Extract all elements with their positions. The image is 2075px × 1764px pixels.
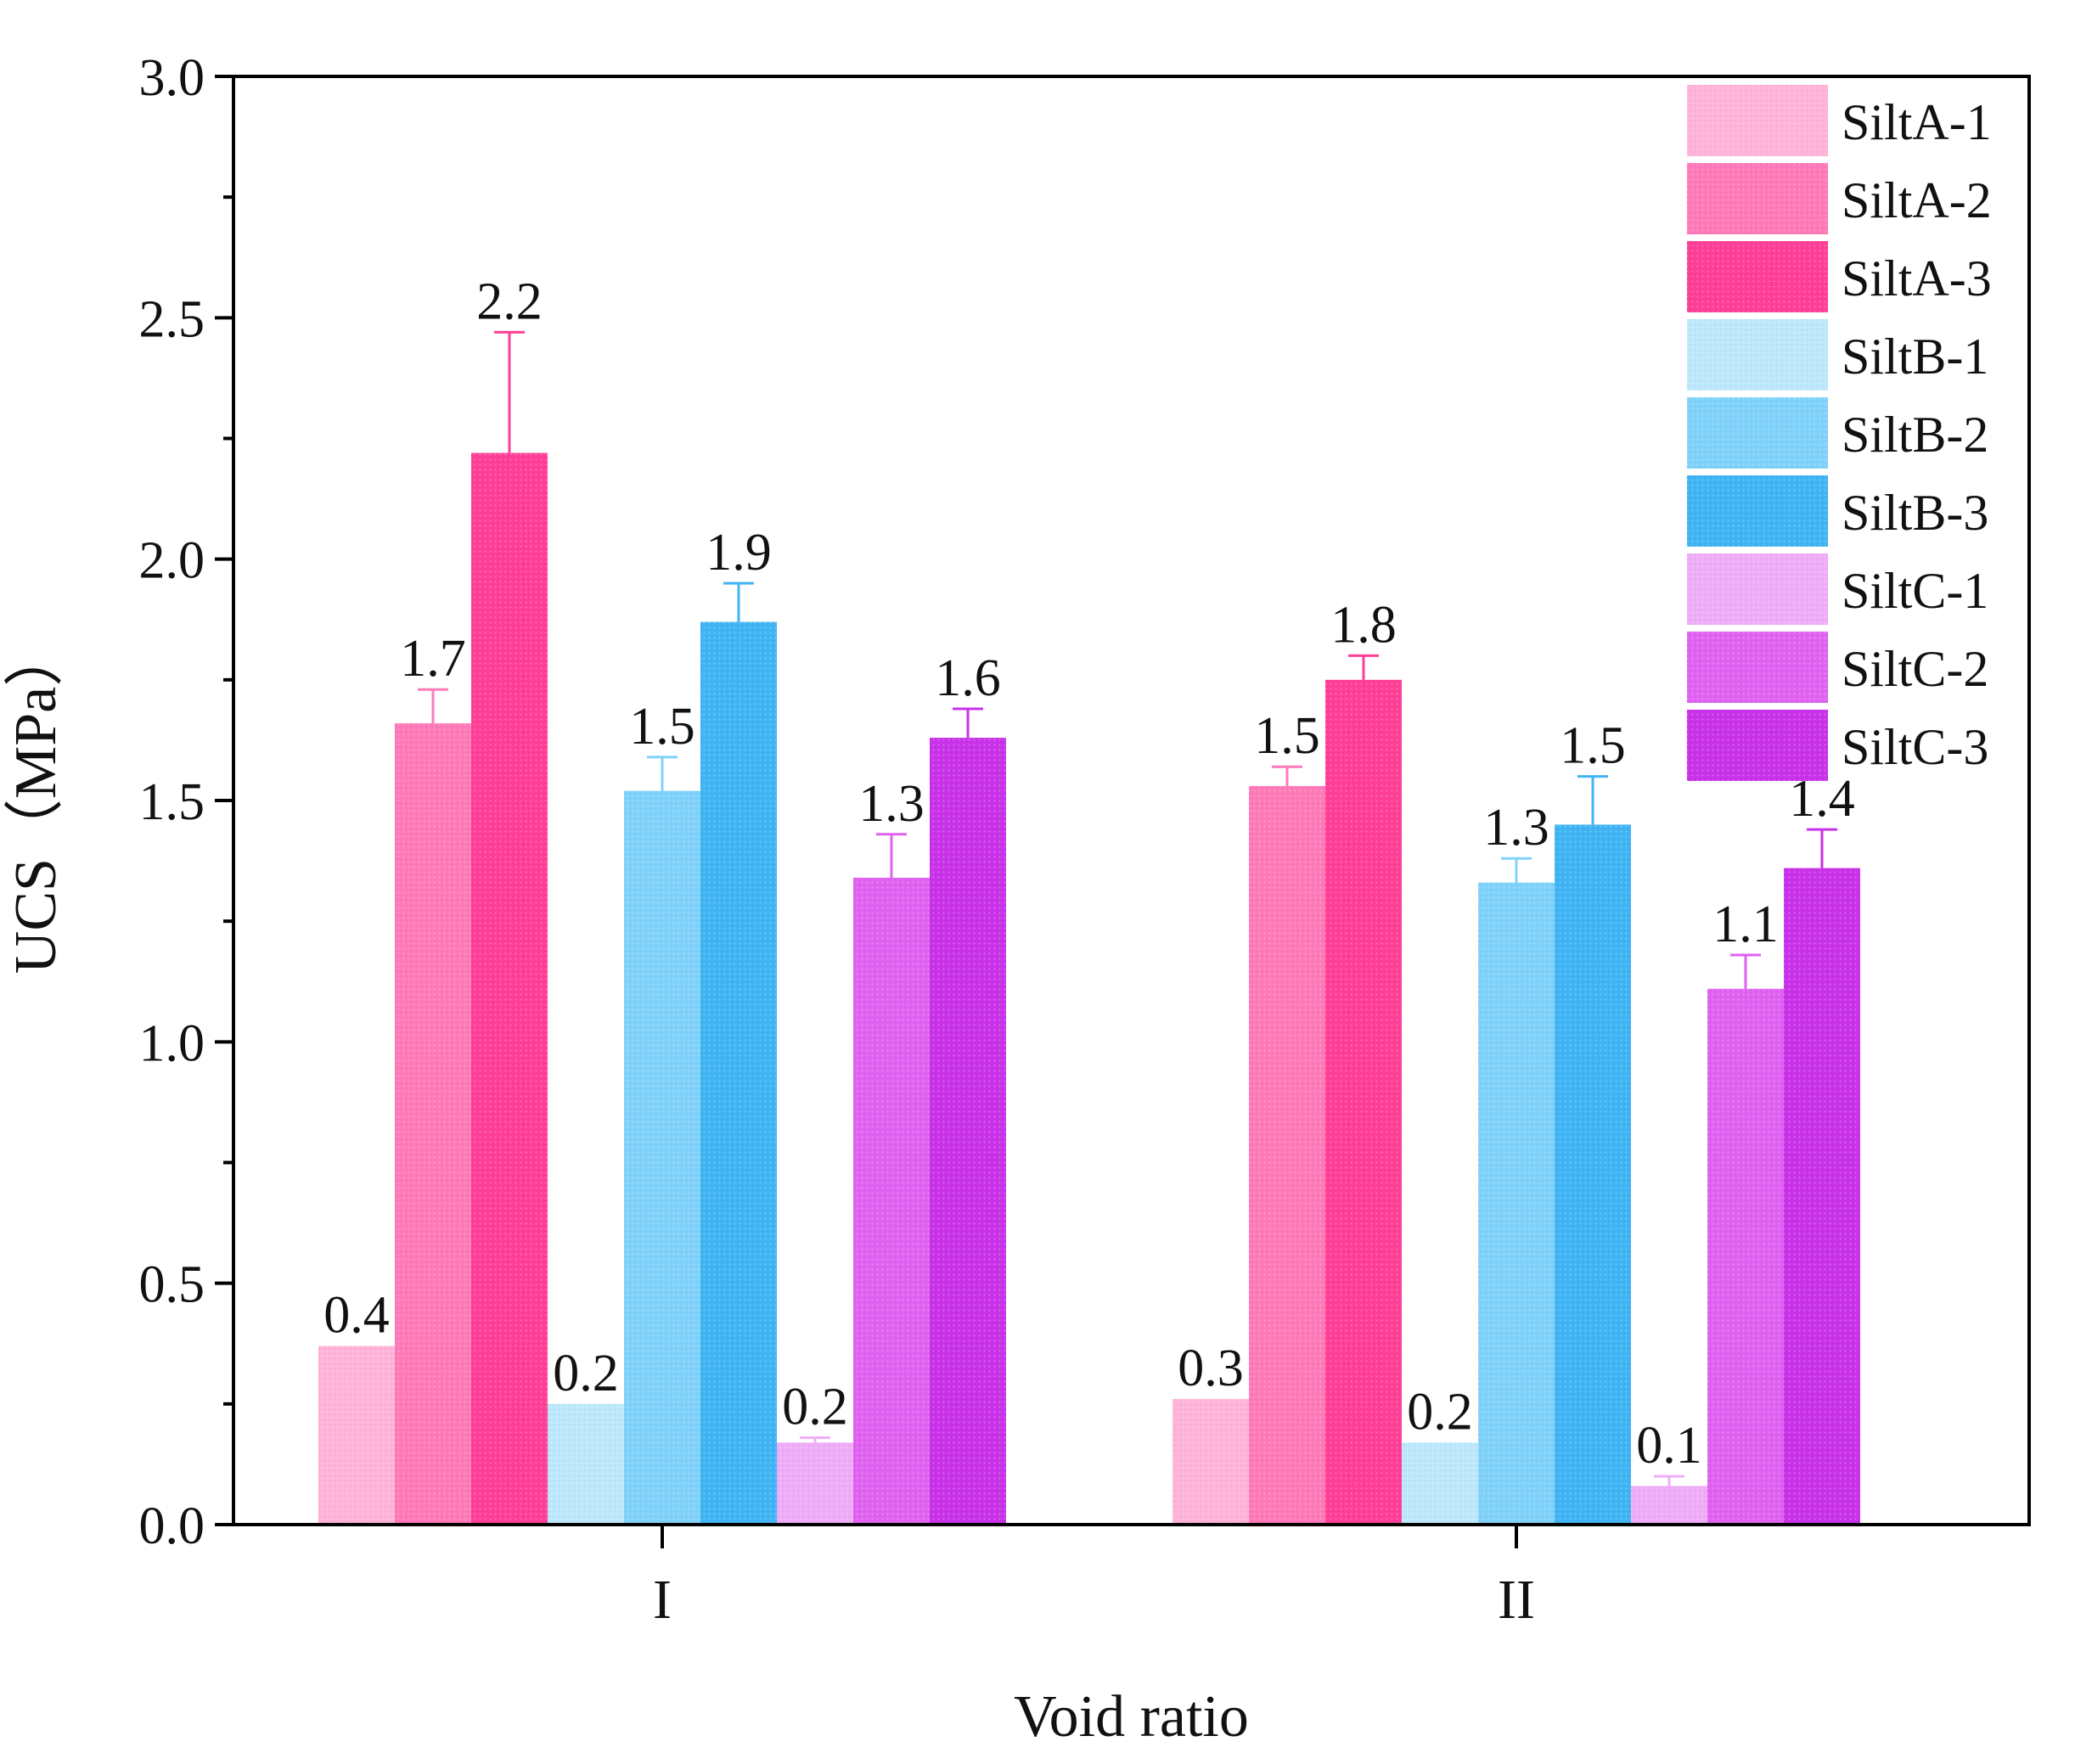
data-label: 0.2 xyxy=(553,1345,619,1402)
bar-texture xyxy=(700,621,777,1525)
x-axis-title: Void ratio xyxy=(1014,1684,1249,1750)
data-label: 1.3 xyxy=(1483,799,1549,857)
legend-swatch-texture xyxy=(1687,319,1828,390)
x-tick-label: I xyxy=(653,1569,672,1631)
bar-texture xyxy=(1325,679,1402,1525)
y-axis-title: UCS（MPa） xyxy=(3,627,69,974)
data-label: 1.6 xyxy=(935,649,1001,707)
legend-swatch-texture xyxy=(1687,85,1828,156)
data-labels: 0.41.72.20.21.51.90.21.31.60.31.51.80.21… xyxy=(323,272,1855,1475)
legend-label: SiltB-3 xyxy=(1842,485,1988,541)
bar-texture xyxy=(1707,988,1784,1525)
data-label: 2.2 xyxy=(476,272,543,330)
legend-swatch-texture xyxy=(1687,710,1828,781)
bar-texture xyxy=(471,452,548,1525)
legend-label: SiltC-3 xyxy=(1842,719,1988,775)
data-label: 0.4 xyxy=(323,1287,390,1345)
bar-texture xyxy=(624,790,700,1525)
y-tick-label: 1.5 xyxy=(139,773,205,831)
data-label: 0.3 xyxy=(1178,1340,1244,1397)
bar-texture xyxy=(548,1403,624,1525)
data-label: 0.2 xyxy=(782,1379,848,1436)
y-tick-label: 3.0 xyxy=(139,49,205,107)
legend-swatch-texture xyxy=(1687,397,1828,469)
x-tick-label: II xyxy=(1498,1569,1535,1631)
bar-texture xyxy=(1249,785,1325,1525)
bar-texture xyxy=(853,877,930,1525)
legend-swatch-texture xyxy=(1687,475,1828,547)
y-tick-label: 0.5 xyxy=(139,1256,205,1314)
data-label: 1.5 xyxy=(1560,717,1626,775)
y-tick-label: 0.0 xyxy=(139,1497,205,1555)
y-tick-label: 1.0 xyxy=(139,1014,205,1072)
y-tick-label: 2.5 xyxy=(139,290,205,348)
bar-texture xyxy=(318,1345,395,1525)
bar-texture xyxy=(395,723,471,1525)
axes: 0.00.51.01.52.02.53.0I II xyxy=(139,49,2031,1631)
bar-texture xyxy=(1402,1442,1478,1525)
data-label: 0.1 xyxy=(1636,1417,1702,1475)
data-label: 1.8 xyxy=(1330,596,1397,654)
data-label: 1.9 xyxy=(706,524,772,581)
legend-label: SiltA-2 xyxy=(1842,172,1992,228)
legend-swatch-texture xyxy=(1687,553,1828,625)
legend-label: SiltB-1 xyxy=(1842,329,1988,385)
bar-texture xyxy=(1478,882,1555,1525)
data-label: 1.5 xyxy=(1254,707,1320,765)
data-label: 1.7 xyxy=(400,630,466,688)
legend-swatch-texture xyxy=(1687,241,1828,312)
legend-swatch-texture xyxy=(1687,163,1828,234)
data-label: 1.5 xyxy=(629,698,695,756)
legend-swatch-texture xyxy=(1687,632,1828,703)
bars xyxy=(318,330,1860,1525)
bar-texture xyxy=(1555,824,1631,1525)
data-label: 0.2 xyxy=(1407,1383,1473,1441)
legend-label: SiltC-2 xyxy=(1842,641,1988,697)
bar-texture xyxy=(1784,868,1860,1525)
y-tick-label: 2.0 xyxy=(139,532,205,590)
legend: SiltA-1 SiltA-2 SiltA-3 SiltB-1 SiltB-2 SiltB… xyxy=(1687,85,1992,781)
legend-label: SiltA-1 xyxy=(1842,94,1992,150)
legend-label: SiltC-1 xyxy=(1842,563,1988,619)
bar-texture xyxy=(930,738,1006,1525)
bar-texture xyxy=(1172,1399,1249,1525)
data-label: 1.1 xyxy=(1712,896,1779,953)
legend-label: SiltB-2 xyxy=(1842,407,1988,463)
bar-texture xyxy=(1631,1486,1707,1525)
legend-label: SiltA-3 xyxy=(1842,250,1992,306)
bar-texture xyxy=(777,1442,853,1525)
data-label: 1.3 xyxy=(858,775,925,833)
